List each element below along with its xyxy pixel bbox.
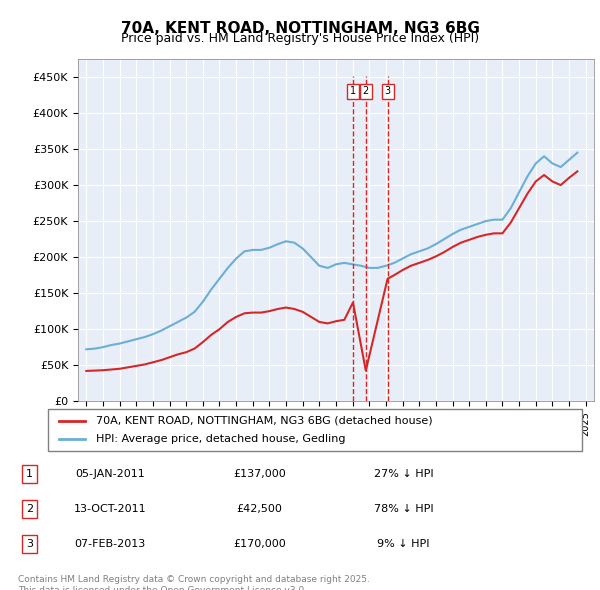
FancyBboxPatch shape [48,409,582,451]
Text: £170,000: £170,000 [233,539,286,549]
Text: 78% ↓ HPI: 78% ↓ HPI [374,504,433,514]
Text: 2: 2 [26,504,33,514]
Text: 3: 3 [26,539,33,549]
Text: 05-JAN-2011: 05-JAN-2011 [75,469,145,479]
Text: 07-FEB-2013: 07-FEB-2013 [74,539,146,549]
Text: Price paid vs. HM Land Registry's House Price Index (HPI): Price paid vs. HM Land Registry's House … [121,32,479,45]
Text: £137,000: £137,000 [233,469,286,479]
Text: 13-OCT-2011: 13-OCT-2011 [74,504,146,514]
Text: 70A, KENT ROAD, NOTTINGHAM, NG3 6BG (detached house): 70A, KENT ROAD, NOTTINGHAM, NG3 6BG (det… [96,416,433,426]
Text: 9% ↓ HPI: 9% ↓ HPI [377,539,430,549]
Text: HPI: Average price, detached house, Gedling: HPI: Average price, detached house, Gedl… [96,434,346,444]
Text: 27% ↓ HPI: 27% ↓ HPI [374,469,433,479]
Text: 3: 3 [385,86,391,96]
Text: 1: 1 [350,86,356,96]
Text: 70A, KENT ROAD, NOTTINGHAM, NG3 6BG: 70A, KENT ROAD, NOTTINGHAM, NG3 6BG [121,21,479,35]
Text: £42,500: £42,500 [237,504,283,514]
Text: 1: 1 [26,469,33,479]
Text: Contains HM Land Registry data © Crown copyright and database right 2025.
This d: Contains HM Land Registry data © Crown c… [18,575,370,590]
Text: 2: 2 [362,86,369,96]
